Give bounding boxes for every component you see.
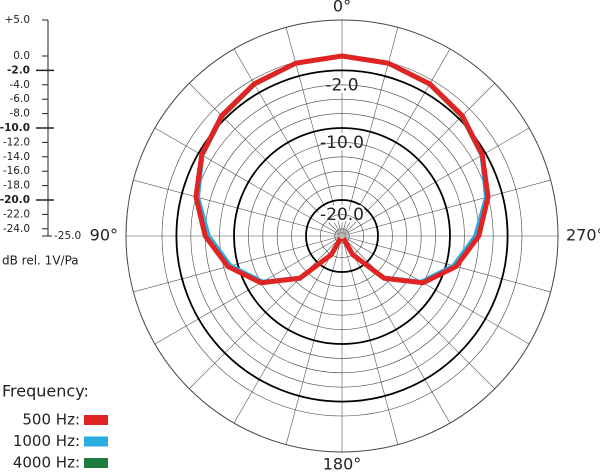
major-grid-circle xyxy=(175,69,509,403)
scale-tick-label: -2.0 xyxy=(7,64,30,76)
scale-tick-label: -14.0 xyxy=(3,151,30,163)
major-grid-circle xyxy=(233,127,451,345)
grid-circle xyxy=(125,19,559,453)
scale-tick-label: -4.0 xyxy=(10,79,31,91)
center-dot xyxy=(339,233,345,239)
ring-label: -10.0 xyxy=(320,133,364,153)
scale-tick-label: -8.0 xyxy=(10,108,31,120)
major-grid-circle xyxy=(305,199,379,273)
axis-label: dB rel. 1V/Pa xyxy=(2,254,79,268)
legend-swatch xyxy=(84,458,108,468)
scale-tick-label: -12.0 xyxy=(3,136,30,148)
angle-label: 0° xyxy=(333,0,351,16)
scale-tick-label: -22.0 xyxy=(3,208,30,220)
legend-label: 500 Hz: xyxy=(22,411,80,429)
angle-label: 270° xyxy=(566,226,600,245)
legend-title: Frequency: xyxy=(2,382,89,401)
angle-label: 90° xyxy=(90,226,118,245)
scale-tick-label: -18.0 xyxy=(3,180,30,192)
grid-circle xyxy=(291,185,393,287)
scale-tick-label: -6.0 xyxy=(10,93,31,105)
legend-label: 1000 Hz: xyxy=(13,432,80,450)
scale-tick-label: 0.0 xyxy=(13,50,30,62)
grid-circle xyxy=(248,142,436,330)
legend-label: 4000 Hz: xyxy=(13,454,80,472)
scale-tick-label: -10.0 xyxy=(0,122,30,134)
grid-circle xyxy=(262,156,422,316)
grid-circle xyxy=(219,113,465,359)
grid-circle xyxy=(320,214,364,258)
grid-circle xyxy=(276,170,408,302)
ring-label: -20.0 xyxy=(320,205,364,225)
grid-circle xyxy=(334,228,350,244)
grid-circle xyxy=(190,84,494,388)
scale-tick-label: +5.0 xyxy=(5,14,31,26)
legend-swatch xyxy=(84,436,108,447)
scale-tick-label: -24.0 xyxy=(3,223,30,235)
scale-tick-label: -20.0 xyxy=(0,194,30,206)
scale-tick-label: -25.0 xyxy=(54,230,81,242)
legend-swatch xyxy=(84,415,108,425)
scale-tick-label: -16.0 xyxy=(3,165,30,177)
ring-label: -2.0 xyxy=(325,75,358,95)
angle-label: 180° xyxy=(323,455,362,474)
